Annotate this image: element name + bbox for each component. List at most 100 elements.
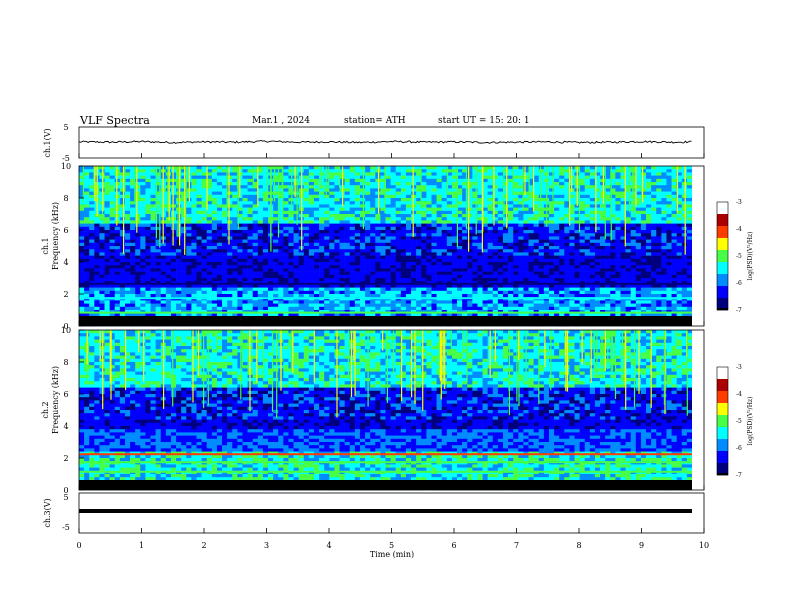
- spectrogram-cell: [151, 198, 156, 202]
- spectrogram-cell: [135, 204, 140, 208]
- spectrogram-cell: [554, 179, 559, 183]
- spectrogram-cell: [171, 291, 176, 295]
- spectrogram-cell: [600, 278, 605, 282]
- spectrogram-cell: [503, 268, 508, 272]
- spectrogram-cell: [202, 240, 207, 244]
- spectrogram-cell: [636, 176, 641, 180]
- spectrogram-cell: [590, 195, 595, 199]
- spectrogram-cell: [212, 208, 217, 212]
- spectrogram-cell: [590, 220, 595, 224]
- spectrogram-cell: [580, 198, 585, 202]
- spectrogram-cell: [431, 259, 436, 263]
- spectrogram-cell: [498, 265, 503, 269]
- spectrogram-cell: [391, 240, 396, 244]
- spectrogram-cell: [84, 240, 89, 244]
- spectrogram-cell: [600, 220, 605, 224]
- spectrogram-cell: [202, 278, 207, 282]
- spectrogram-cell: [212, 291, 217, 295]
- spectrogram-cell: [605, 265, 610, 269]
- spectrogram-cell: [406, 275, 411, 279]
- spectrogram-cell: [283, 246, 288, 250]
- spectrogram-cell: [304, 243, 309, 247]
- spectrogram-cell: [442, 249, 447, 253]
- spectrogram-cell: [483, 268, 488, 272]
- spectrogram-cell: [523, 188, 528, 192]
- spectrogram-cell: [523, 259, 528, 263]
- spectrogram-cell: [365, 256, 370, 260]
- spectrogram-cell: [549, 224, 554, 228]
- spectrogram-cell: [488, 230, 493, 234]
- spectrogram-cell: [186, 291, 191, 295]
- spectrogram-cell: [544, 262, 549, 266]
- spectrogram-cell: [125, 208, 130, 212]
- spectrogram-cell: [309, 256, 314, 260]
- spectrogram-cell: [488, 208, 493, 212]
- spectrogram-cell: [534, 278, 539, 282]
- spectrogram-cell: [334, 268, 339, 272]
- spectrogram-cell: [406, 188, 411, 192]
- spectrogram-cell: [309, 272, 314, 276]
- spectrogram-cell: [431, 169, 436, 173]
- spectrogram-cell: [79, 243, 84, 247]
- spectrogram-cell: [319, 233, 324, 237]
- spectrogram-cell: [529, 294, 534, 298]
- spectrogram-cell: [416, 275, 421, 279]
- spectrogram-cell: [319, 211, 324, 215]
- spectrogram-cell: [370, 179, 375, 183]
- spectrogram-cell: [94, 288, 99, 292]
- spectrogram-cell: [687, 246, 692, 250]
- spectrogram-cell: [227, 195, 232, 199]
- spectrogram-cell: [319, 246, 324, 250]
- spectrogram-cell: [263, 198, 268, 202]
- spectrogram-cell: [590, 252, 595, 256]
- spectrogram-cell: [237, 256, 242, 260]
- spectrogram-cell: [513, 217, 518, 221]
- spectrogram-cell: [196, 275, 201, 279]
- spectrogram-cell: [79, 294, 84, 298]
- spectrogram-cell: [350, 166, 355, 170]
- spectrogram-cell: [687, 204, 692, 208]
- spectrogram-cell: [426, 208, 431, 212]
- spectrogram-cell: [580, 240, 585, 244]
- spectrogram-cell: [554, 172, 559, 176]
- spectrogram-cell: [283, 198, 288, 202]
- spectrogram-cell: [345, 195, 350, 199]
- spectrogram-cell: [559, 268, 564, 272]
- spectrogram-cell: [452, 169, 457, 173]
- spectrogram-cell: [539, 182, 544, 186]
- spectrogram-cell: [115, 166, 120, 170]
- spectrogram-cell: [207, 291, 212, 295]
- spectrogram-cell: [135, 182, 140, 186]
- spectrogram-cell: [559, 240, 564, 244]
- spectrogram-cell: [222, 259, 227, 263]
- spectrogram-cell: [319, 172, 324, 176]
- spectrogram-cell: [626, 230, 631, 234]
- spectrogram-cell: [176, 208, 181, 212]
- spectrogram-cell: [641, 230, 646, 234]
- spectrogram-cell: [365, 294, 370, 298]
- spectrogram-cell: [447, 291, 452, 295]
- spectrogram-cell: [294, 166, 299, 170]
- spectrogram-cell: [661, 204, 666, 208]
- spectrogram-cell: [248, 204, 253, 208]
- spectrogram-cell: [151, 259, 156, 263]
- spectrogram-cell: [309, 179, 314, 183]
- spectrogram-cell: [248, 179, 253, 183]
- spectrogram-cell: [268, 259, 273, 263]
- spectrogram-cell: [237, 294, 242, 298]
- spectrogram-cell: [273, 259, 278, 263]
- spectrogram-cell: [212, 204, 217, 208]
- spectrogram-cell: [391, 188, 396, 192]
- spectrogram-cell: [140, 182, 145, 186]
- spectrogram-cell: [605, 259, 610, 263]
- spectrogram-cell: [559, 249, 564, 253]
- spectrogram-cell: [396, 252, 401, 256]
- spectrogram-cell: [631, 195, 636, 199]
- spectrogram-cell: [508, 211, 513, 215]
- spectrogram-cell: [105, 246, 110, 250]
- spectrogram-cell: [176, 169, 181, 173]
- spectrogram-cell: [334, 224, 339, 228]
- spectrogram-cell: [375, 252, 380, 256]
- spectrogram-cell: [559, 262, 564, 266]
- spectrogram-cell: [253, 262, 258, 266]
